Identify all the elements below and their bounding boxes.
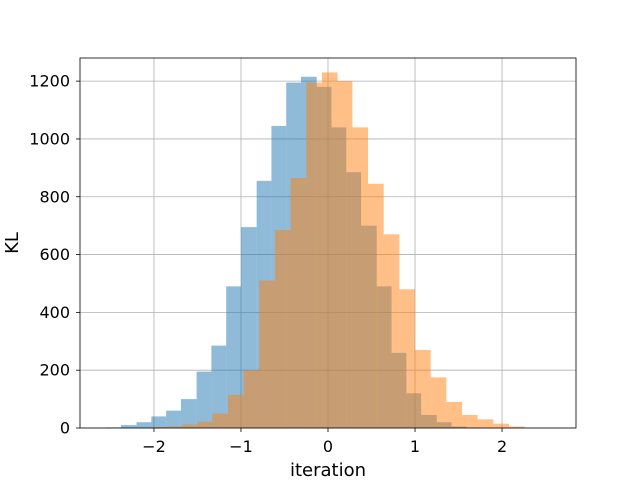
histogram-bars — [106, 72, 525, 428]
histogram-bar — [446, 401, 463, 428]
histogram-bar — [197, 421, 213, 428]
histogram-bar — [462, 414, 478, 428]
histogram-bar — [227, 394, 244, 428]
histogram-bar — [321, 72, 338, 428]
histogram-bar — [399, 289, 416, 428]
y-tick-label: 1200 — [29, 72, 70, 91]
y-axis-label: KL — [2, 232, 23, 254]
histogram-bar — [368, 183, 384, 428]
histogram-bar — [196, 371, 212, 428]
x-axis-label: iteration — [290, 460, 366, 480]
histogram-bar — [306, 82, 322, 428]
histogram-bar — [243, 370, 260, 428]
histogram-bar — [383, 234, 400, 428]
histogram-bar — [290, 177, 307, 428]
histogram-bar — [493, 423, 509, 428]
histogram-bar — [181, 424, 198, 428]
histogram-bar — [477, 419, 494, 428]
histogram-bar — [337, 81, 353, 428]
histogram-bar — [211, 345, 227, 428]
histogram-bar — [151, 416, 167, 428]
histogram-bar — [226, 286, 241, 428]
x-tick-label: 0 — [323, 437, 333, 456]
y-tick-label: 800 — [39, 187, 70, 206]
histogram-bar — [352, 127, 369, 428]
histogram-bar — [415, 349, 431, 428]
histogram-bar — [212, 413, 228, 428]
y-tick-label: 0 — [60, 419, 70, 438]
x-tick-label: 1 — [410, 437, 420, 456]
y-tick-label: 600 — [39, 245, 70, 264]
histogram-bar — [150, 427, 167, 428]
series-2-bars — [134, 72, 525, 428]
x-tick-label: 2 — [497, 437, 507, 456]
histogram-bar — [166, 426, 182, 428]
histogram-bar — [166, 410, 181, 428]
histogram-bar — [274, 229, 291, 428]
x-tick-label: −2 — [142, 437, 166, 456]
y-tick-label: 400 — [39, 303, 70, 322]
histogram-bar — [136, 422, 152, 428]
y-tick-label: 200 — [39, 361, 70, 380]
histogram-bar — [259, 280, 275, 428]
histogram-bar — [430, 377, 447, 428]
y-tick-label: 1000 — [29, 129, 70, 148]
axis-ticks: −2 −1 0 1 2 0 200 400 600 800 1000 1200 — [29, 72, 507, 456]
x-tick-label: −1 — [229, 437, 253, 456]
histogram-bar — [508, 426, 525, 428]
histogram-bar — [180, 399, 197, 428]
histogram-bar — [120, 425, 137, 428]
